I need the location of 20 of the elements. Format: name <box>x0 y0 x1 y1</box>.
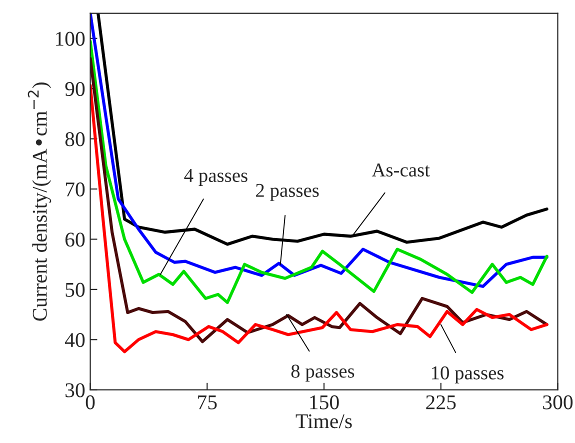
x-axis-title: Time/s <box>296 414 352 428</box>
annotation: 10 passes <box>432 366 504 384</box>
annotation: 8 passes <box>291 364 354 382</box>
y-tick-label: 50 <box>66 282 85 297</box>
annotation: As-cast <box>372 164 430 177</box>
y-tick-label: 60 <box>65 232 85 247</box>
x-tick-label: 300 <box>543 395 573 410</box>
x-tick-label: 75 <box>198 396 217 410</box>
x-tick-label: 0 <box>86 395 95 410</box>
y-axis-title: Current density/(mA•cm$^{−2}$) <box>28 82 52 321</box>
x-tick-label: 150 <box>310 395 339 410</box>
annotation: 2 passes <box>256 184 319 201</box>
x-tick-label: 225 <box>426 395 456 410</box>
y-tick-label: 80 <box>65 132 85 146</box>
y-tick-label: 70 <box>66 182 85 196</box>
y-tick-label: 40 <box>64 333 85 348</box>
y-tick-label: 100 <box>56 32 85 46</box>
y-tick-label: 90 <box>65 82 85 96</box>
annotation: 4 passes <box>184 169 248 186</box>
y-tick-label: 30 <box>66 383 85 398</box>
